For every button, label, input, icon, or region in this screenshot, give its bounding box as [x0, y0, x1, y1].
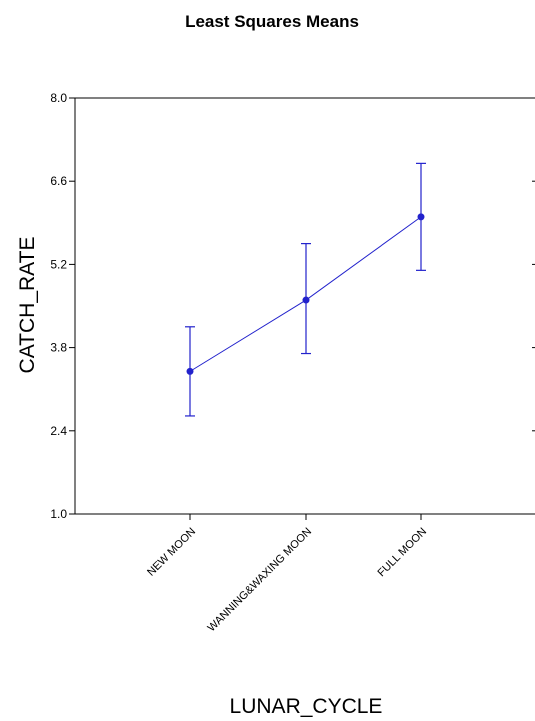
- x-ticks: NEW MOON WANNING&WAXING MOON FULL MOON: [145, 514, 429, 634]
- y-tick-label: 1.0: [50, 507, 67, 521]
- y-tick-label: 2.4: [50, 424, 67, 438]
- y-tick-label: 8.0: [50, 91, 67, 105]
- x-tick-label: NEW MOON: [145, 526, 198, 579]
- x-axis-label: LUNAR_CYCLE: [230, 695, 383, 718]
- plot-frame: [74, 97, 535, 515]
- data-point: [302, 296, 310, 304]
- y-tick-label: 6.6: [50, 174, 67, 188]
- series: [185, 162, 426, 417]
- y-ticks: 1.0 2.4 3.8 5.2 6.6 8.0: [50, 91, 535, 521]
- y-axis-label: CATCH_RATE: [16, 237, 39, 374]
- x-tick-label: FULL MOON: [376, 526, 430, 580]
- data-point: [186, 367, 194, 375]
- chart-title: Least Squares Means: [185, 12, 359, 31]
- y-tick-label: 3.8: [50, 341, 67, 355]
- x-tick-label: WANNING&WAXING MOON: [206, 526, 315, 635]
- y-tick-label: 5.2: [50, 257, 67, 271]
- data-point: [417, 213, 425, 221]
